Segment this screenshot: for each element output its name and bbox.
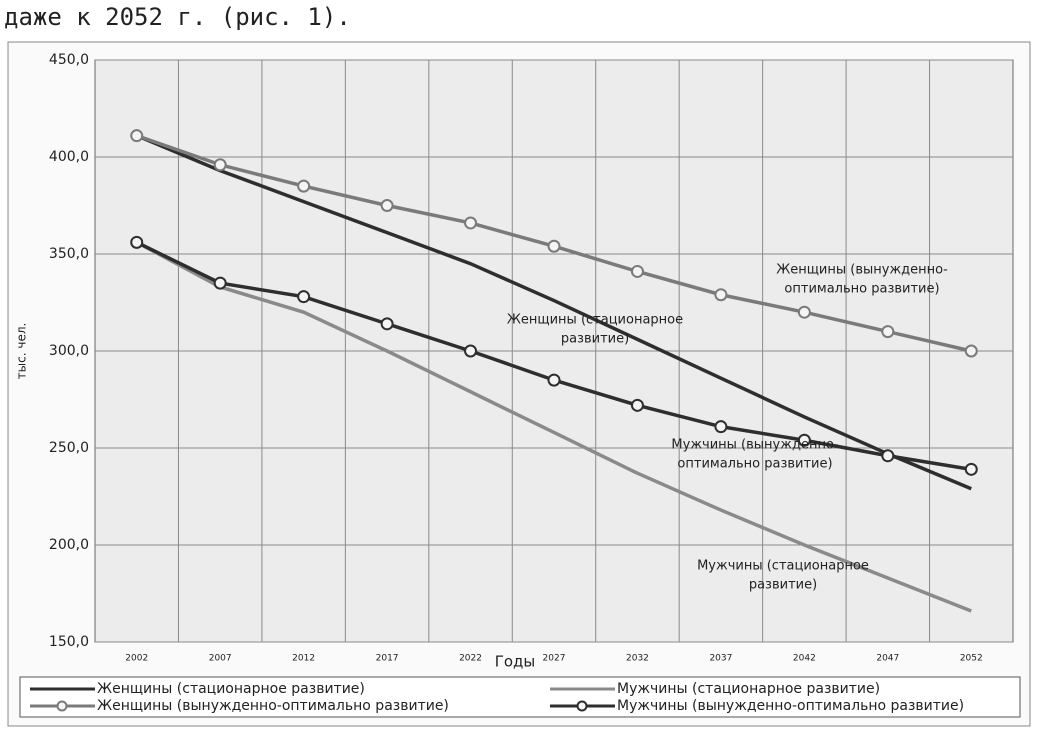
y-tick-label: 250,0 — [49, 440, 89, 456]
y-tick-label: 400,0 — [49, 149, 89, 165]
y-tick-label: 300,0 — [49, 343, 89, 359]
y-tick-label: 450,0 — [49, 52, 89, 68]
series-marker — [881, 325, 895, 339]
x-tick-label: 2012 — [292, 654, 315, 664]
series-marker — [297, 179, 311, 193]
x-tick-label: 2052 — [960, 654, 983, 664]
x-tick-label: 2002 — [125, 654, 148, 664]
x-tick-label: 2047 — [876, 654, 899, 664]
series-marker — [130, 235, 144, 249]
series-marker — [964, 344, 978, 358]
series-marker — [714, 420, 728, 434]
annotation: Женщины (вынужденно- — [776, 263, 948, 278]
x-tick-label: 2042 — [793, 654, 816, 664]
series-marker — [547, 373, 561, 387]
series-marker — [547, 239, 561, 253]
series-marker — [380, 317, 394, 331]
annotation: Мужчины (вынужденно- — [671, 438, 838, 453]
x-tick-label: 2027 — [543, 654, 566, 664]
series-marker — [630, 398, 644, 412]
series-marker — [464, 216, 478, 230]
x-tick-label: 2037 — [709, 654, 732, 664]
annotation: развитие) — [561, 332, 629, 347]
series-line — [135, 240, 972, 613]
series-marker — [964, 462, 978, 476]
series-marker — [714, 288, 728, 302]
x-tick-label: 2017 — [376, 654, 399, 664]
y-tick-label: 150,0 — [49, 634, 89, 650]
legend-label: Мужчины (вынужденно-оптимально развитие) — [617, 698, 964, 714]
y-axis-label: тыс. чел. — [15, 323, 29, 380]
series-marker — [797, 433, 811, 447]
annotation: Мужчины (стационарное — [697, 559, 869, 574]
series-line — [136, 134, 972, 491]
series-marker — [797, 305, 811, 319]
annotation: оптимально развитие) — [677, 457, 832, 472]
series-marker — [881, 449, 895, 463]
legend-label: Женщины (вынужденно-оптимально развитие) — [97, 698, 449, 714]
legend-marker — [576, 700, 588, 712]
series-marker — [130, 129, 144, 143]
series-marker — [380, 199, 394, 212]
annotation: оптимально развитие) — [784, 282, 939, 297]
series-marker — [464, 344, 478, 358]
y-tick-label: 350,0 — [49, 246, 89, 262]
y-tick-label: 200,0 — [49, 537, 89, 553]
legend-label: Женщины (стационарное развитие) — [97, 681, 365, 697]
x-tick-label: 2022 — [459, 654, 482, 664]
legend-label: Мужчины (стационарное развитие) — [617, 681, 880, 697]
legend — [19, 676, 1021, 718]
series-marker — [297, 290, 311, 304]
annotation: развитие) — [749, 578, 817, 593]
series-marker — [213, 276, 227, 290]
x-tick-label: 2032 — [626, 654, 649, 664]
header-text: даже к 2052 г. (рис. 1). — [4, 3, 351, 31]
x-tick-label: 2007 — [209, 654, 232, 664]
legend-marker — [56, 700, 68, 712]
x-axis-label: Годы — [495, 653, 536, 671]
series-marker — [213, 158, 227, 172]
annotation: Женщины (стационарное — [507, 313, 683, 328]
series-marker — [630, 264, 644, 278]
